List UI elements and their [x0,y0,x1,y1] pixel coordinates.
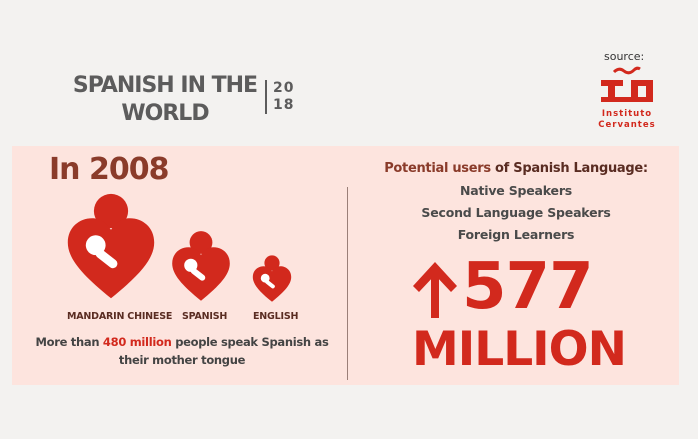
potential-users-unit: MILLION [412,322,627,377]
user-type-second-language: Second Language Speakers [421,205,611,220]
title-divider [265,80,267,114]
potential-users-title: Potential users of Spanish Language: [360,161,672,176]
figure-label-english: ENGLISH [253,311,299,322]
mother-tongue-description: More than 480 million people speak Spani… [24,333,340,369]
page-title-line1: SPANISH IN THE [72,73,258,98]
instituto-cervantes-logo: Instituto Cervantes [598,66,655,130]
logo-text-line2: Cervantes [598,120,655,130]
spanish-heart-hug-icon [172,231,230,301]
user-type-native: Native Speakers [459,183,573,198]
year-bottom: 18 [273,97,295,113]
figure-label-spanish: SPANISH [182,311,228,322]
year-label: 20 18 [273,80,294,114]
desc-highlight: 480 million [102,335,172,349]
potential-users-number: 577 [462,250,594,324]
logo-text-line1: Instituto [602,109,652,119]
page-title: SPANISH IN THE WORLD [70,72,260,128]
source-label: source: [604,50,645,63]
english-heart-hug-icon [252,255,292,302]
figure-label-mandarin: MANDARIN CHINESE [67,311,173,322]
mandarin-heart-hug-icon [67,193,155,299]
panel-divider [347,187,348,380]
year-top: 20 [273,80,295,96]
user-type-foreign-learners: Foreign Learners [457,227,575,242]
title-rest: of Spanish Language: [490,161,648,176]
up-arrow-icon [413,262,457,318]
title-highlight: Potential users [384,161,491,176]
left-panel-heading: In 2008 [49,152,169,187]
desc-prefix: More than [35,335,103,349]
desc-suffix: people speak Spanish as their mother ton… [118,335,329,367]
page-title-line2: WORLD [121,101,209,126]
